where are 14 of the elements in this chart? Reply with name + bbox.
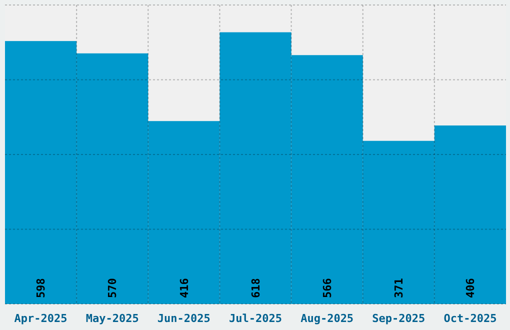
data-label: 566: [320, 278, 334, 298]
x-tick-label: Jul-2025: [229, 312, 282, 325]
data-label: 416: [178, 278, 191, 298]
data-label: 406: [464, 278, 478, 298]
data-label: 598: [34, 278, 48, 298]
x-tick-label: May-2025: [86, 312, 139, 325]
x-tick-label: Sep-2025: [372, 312, 426, 325]
data-label: 371: [392, 278, 406, 298]
x-tick-label: Aug-2025: [300, 312, 354, 325]
x-tick-label: Jun-2025: [157, 312, 210, 325]
data-label: 618: [249, 278, 262, 298]
data-label: 570: [106, 278, 120, 298]
x-tick-label: Apr-2025: [14, 312, 68, 325]
x-tick-label: Oct-2025: [444, 312, 497, 325]
